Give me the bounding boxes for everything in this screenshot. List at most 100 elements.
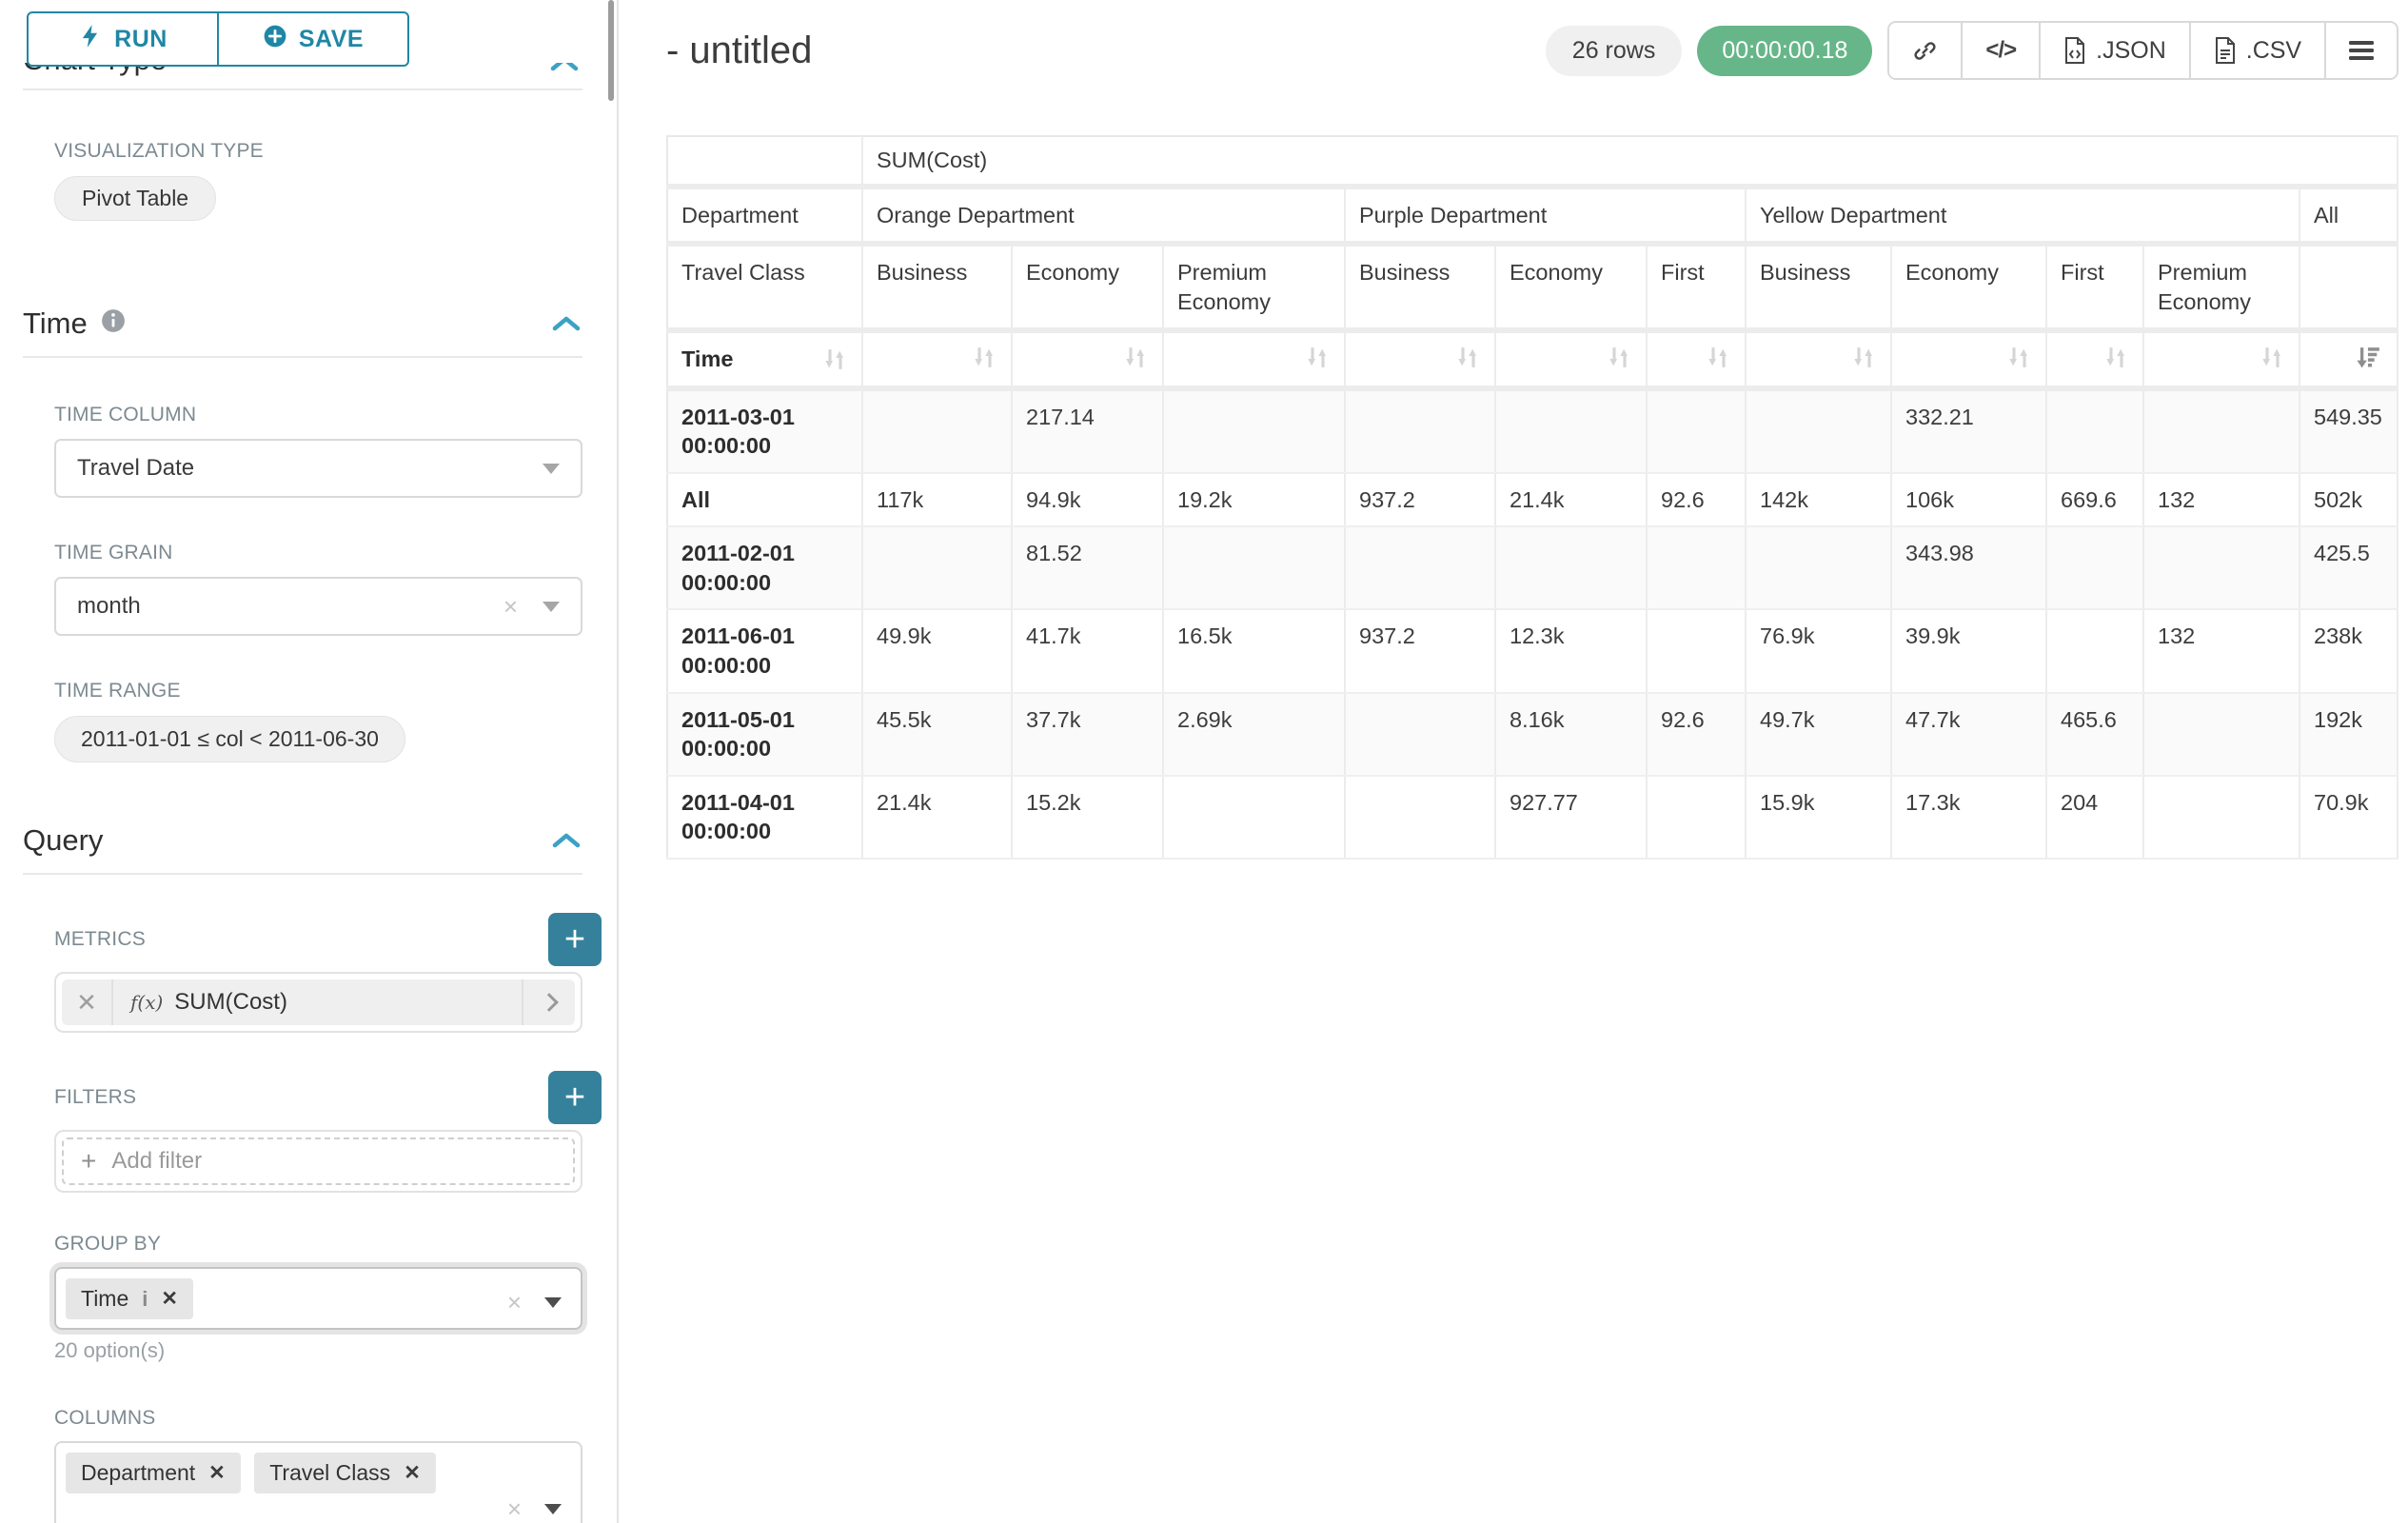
export-csv-button[interactable]: .CSV xyxy=(2188,23,2325,78)
pivot-cell: 549.35 xyxy=(2299,387,2399,474)
pivot-cell: 41.7k xyxy=(1012,609,1164,694)
info-icon xyxy=(101,307,126,341)
row-header: 2011-06-01 00:00:00 xyxy=(667,609,863,694)
main-panel: - untitled 26 rows 00:00:00.18 </> .JSON xyxy=(619,0,2408,1523)
menu-button[interactable] xyxy=(2324,23,2398,78)
column-header: Economy xyxy=(1495,244,1648,334)
chevron-up-icon[interactable] xyxy=(548,63,581,73)
sort-header-cell xyxy=(1647,330,1747,391)
sort-toggle-icon[interactable] xyxy=(1305,345,1331,370)
caret-down-icon xyxy=(543,601,560,612)
pivot-cell xyxy=(1345,775,1496,860)
pivot-cell: 92.6 xyxy=(1647,692,1747,777)
copy-link-button[interactable] xyxy=(1889,23,1962,78)
column-header: Economy xyxy=(1891,244,2047,334)
sort-toggle-icon[interactable] xyxy=(1851,345,1877,370)
sort-header-cell xyxy=(1891,330,2047,391)
pivot-row: 2011-04-01 00:00:00 21.4k 15.2k 927.77 15.9k… xyxy=(667,775,2399,860)
caret-down-icon[interactable] xyxy=(544,1503,562,1514)
sidebar-scrollbar[interactable] xyxy=(608,0,614,101)
columns-label: COLUMNS xyxy=(54,1407,156,1429)
pivot-cell: 132 xyxy=(2143,609,2300,694)
pivot-cell: 332.21 xyxy=(1891,387,2047,474)
pivot-cell: 204 xyxy=(2046,775,2144,860)
time-column-label: TIME COLUMN xyxy=(54,404,197,425)
metric-pill[interactable]: ✕ f(x) SUM(Cost) xyxy=(62,979,575,1025)
sort-header-cell xyxy=(2143,330,2300,391)
pivot-row: 2011-03-01 00:00:00 217.14 332.21 549.35 xyxy=(667,387,2399,474)
caret-down-icon xyxy=(543,463,560,474)
caret-down-icon[interactable] xyxy=(544,1296,562,1308)
sort-toggle-icon[interactable] xyxy=(822,346,848,372)
columns-tag[interactable]: Travel Class ✕ xyxy=(254,1453,436,1493)
row-header: 2011-02-01 00:00:00 xyxy=(667,526,863,611)
remove-tag-icon[interactable]: ✕ xyxy=(208,1462,226,1484)
pivot-cell: 937.2 xyxy=(1345,472,1496,528)
sort-header-cell xyxy=(862,330,1013,391)
sort-toggle-icon[interactable] xyxy=(1607,345,1632,370)
remove-metric-icon[interactable]: ✕ xyxy=(62,979,113,1025)
time-grain-value: month xyxy=(77,593,141,619)
file-csv-icon xyxy=(2215,37,2235,64)
row-header: 2011-05-01 00:00:00 xyxy=(667,692,863,777)
view-query-button[interactable]: </> xyxy=(1961,23,2040,78)
columns-tag[interactable]: Department ✕ xyxy=(66,1453,241,1493)
column-header: Business xyxy=(1746,244,1892,334)
save-button[interactable]: SAVE xyxy=(217,11,409,67)
sort-toggle-icon[interactable] xyxy=(1706,345,1731,370)
pivot-table-container: SUM(Cost) Department Orange Department P… xyxy=(666,135,2399,860)
sort-header-cell xyxy=(2046,330,2144,391)
group-by-select[interactable]: Time i ✕ × xyxy=(54,1267,582,1330)
remove-tag-icon[interactable]: ✕ xyxy=(404,1462,421,1484)
chevron-up-icon[interactable] xyxy=(550,307,582,341)
sort-toggle-icon[interactable] xyxy=(972,345,997,370)
export-json-button[interactable]: .JSON xyxy=(2039,23,2189,78)
export-json-label: .JSON xyxy=(2096,36,2166,64)
query-section-header[interactable]: Query xyxy=(23,823,582,858)
metrics-label-row: METRICS + xyxy=(23,913,602,966)
add-filter-button[interactable]: + Add filter xyxy=(62,1137,575,1185)
time-grain-select[interactable]: month × xyxy=(54,577,582,636)
expand-metric-icon[interactable] xyxy=(522,979,575,1025)
sort-toggle-icon[interactable] xyxy=(1123,345,1149,370)
sort-descending-icon[interactable] xyxy=(2356,345,2383,370)
column-header: First xyxy=(1647,244,1747,334)
chevron-up-icon[interactable] xyxy=(550,823,582,858)
plus-icon: + xyxy=(81,1146,97,1176)
time-range-pill[interactable]: 2011-01-01 ≤ col < 2011-06-30 xyxy=(54,716,405,762)
pivot-cell xyxy=(1647,387,1747,474)
column-header: Economy xyxy=(1012,244,1164,334)
sort-toggle-icon[interactable] xyxy=(2006,345,2032,370)
chart-title[interactable]: - untitled xyxy=(666,29,813,71)
pivot-cell: 17.3k xyxy=(1891,775,2047,860)
pivot-cell: 39.9k xyxy=(1891,609,2047,694)
add-metric-button[interactable]: + xyxy=(548,913,602,966)
clear-icon[interactable]: × xyxy=(506,1288,522,1316)
run-button[interactable]: RUN xyxy=(27,11,219,67)
time-column-value: Travel Date xyxy=(77,455,195,481)
save-button-label: SAVE xyxy=(298,25,365,52)
remove-tag-icon[interactable]: ✕ xyxy=(161,1288,178,1310)
pivot-cell: 132 xyxy=(2143,472,2300,528)
row-header: All xyxy=(667,472,863,528)
sort-toggle-icon[interactable] xyxy=(1455,345,1481,370)
column-header xyxy=(2299,244,2399,334)
columns-select[interactable]: Department ✕ Travel Class ✕ × xyxy=(54,1441,582,1523)
code-icon: </> xyxy=(1985,37,2017,63)
sort-toggle-icon[interactable] xyxy=(2260,345,2285,370)
group-by-tag[interactable]: Time i ✕ xyxy=(66,1278,193,1319)
pivot-cell xyxy=(1647,526,1747,611)
clear-icon[interactable]: × xyxy=(506,1494,522,1523)
clear-icon[interactable]: × xyxy=(503,592,518,621)
time-section-header[interactable]: Time xyxy=(23,307,582,341)
column-header: Business xyxy=(1345,244,1496,334)
info-icon[interactable]: i xyxy=(142,1286,148,1311)
add-filter-plus-button[interactable]: + xyxy=(548,1071,602,1124)
visualization-type-pill[interactable]: Pivot Table xyxy=(54,176,217,221)
time-column-select[interactable]: Travel Date xyxy=(54,439,582,498)
pivot-cell xyxy=(1746,526,1892,611)
metric-value: SUM(Cost) xyxy=(174,989,287,1015)
sort-toggle-icon[interactable] xyxy=(2103,345,2129,370)
sort-header-cell xyxy=(1345,330,1496,391)
